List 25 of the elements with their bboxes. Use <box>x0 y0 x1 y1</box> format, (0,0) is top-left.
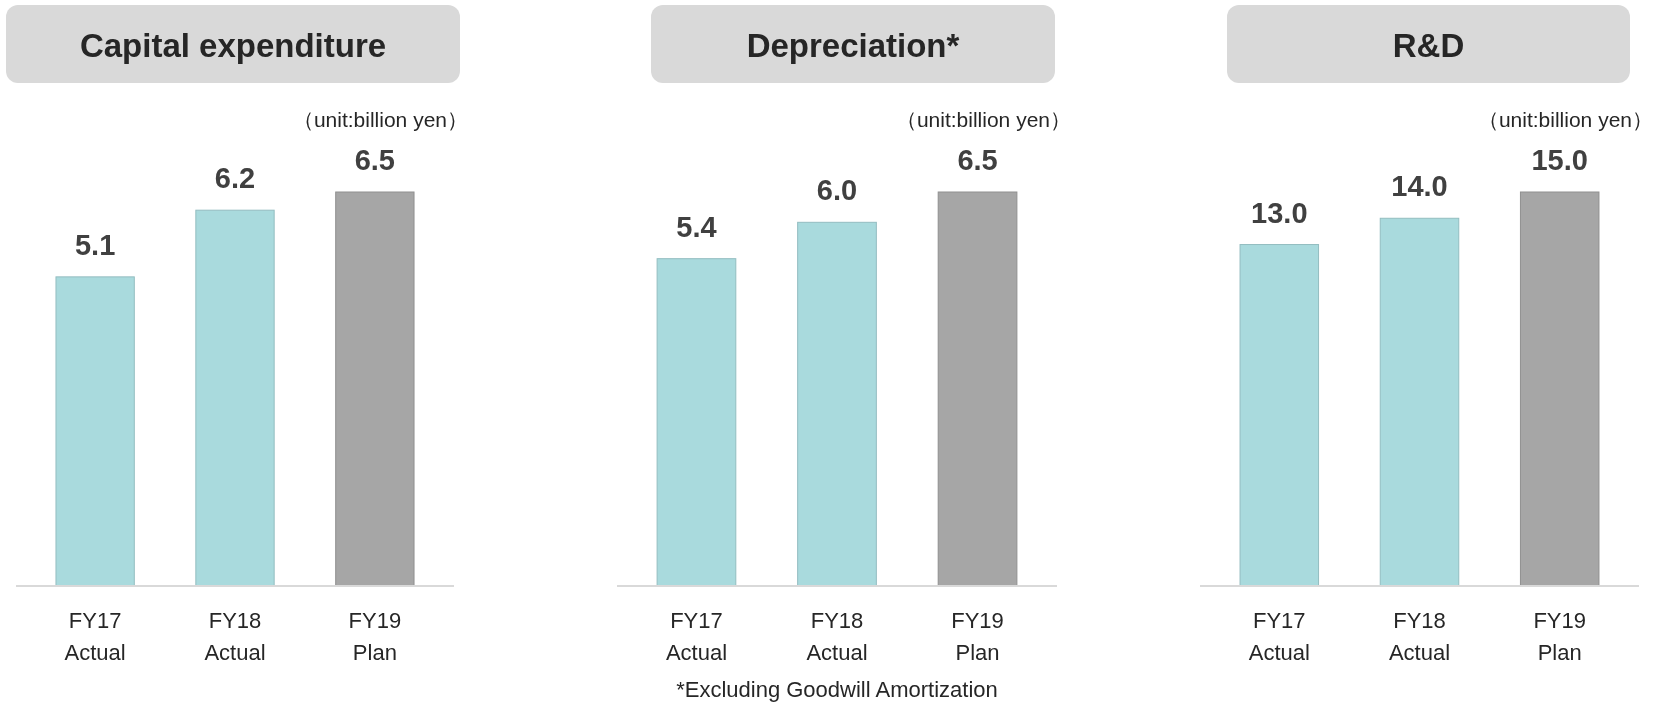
data-label: 6.2 <box>214 162 256 195</box>
text: （unit:billion yen） <box>1477 108 1653 131</box>
text: （unit:billion yen） <box>895 108 1071 131</box>
data-label: 13.0 <box>1251 196 1308 229</box>
x-tick-label: FY19 Plan <box>1533 608 1586 665</box>
x-tick-label: FY19 Plan <box>348 608 402 665</box>
chart-title: Capital expenditure <box>79 27 387 64</box>
x-tick-label: FY18 Actual <box>1388 608 1451 665</box>
chart-title: Depreciation* <box>746 27 960 64</box>
data-label: 5.1 <box>74 228 116 261</box>
data-label: 5.4 <box>676 210 717 243</box>
x-tick-label: FY18 Actual <box>204 608 266 665</box>
data-label: 6.5 <box>354 144 396 176</box>
data-label: 6.5 <box>957 144 998 176</box>
x-tick-label: FY19 Plan <box>951 608 1004 665</box>
x-tick-label: FY17 Actual <box>1248 608 1310 665</box>
text: （unit:billion yen） <box>292 108 468 131</box>
data-label: 15.0 <box>1531 144 1588 176</box>
text: *Excluding Goodwill Amortization <box>676 677 998 702</box>
data-label: 6.0 <box>816 174 858 207</box>
x-tick-label: FY17 Actual <box>64 608 126 665</box>
data-label: 14.0 <box>1391 170 1448 203</box>
x-tick-label: FY18 Actual <box>806 608 868 665</box>
chart-title: R&D <box>1392 27 1465 64</box>
x-tick-label: FY17 Actual <box>665 608 728 665</box>
